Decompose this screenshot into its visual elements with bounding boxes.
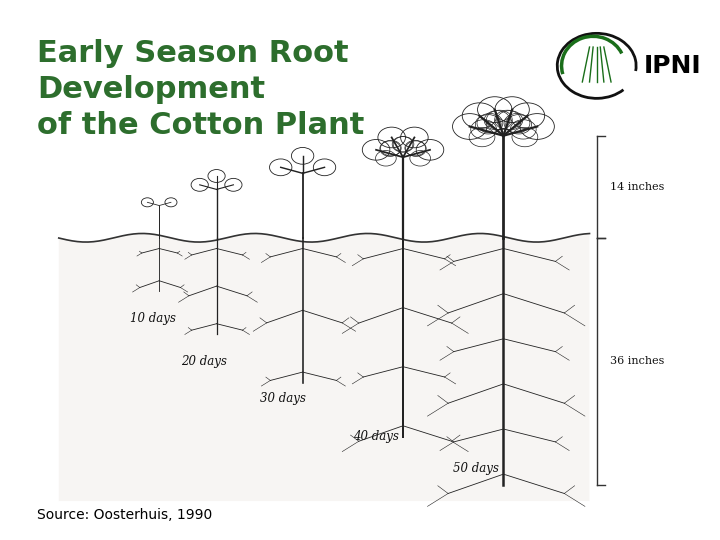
Text: Source: Oosterhuis, 1990: Source: Oosterhuis, 1990 [37,509,212,523]
Text: 14 inches: 14 inches [610,182,664,192]
Text: 20 days: 20 days [181,355,227,368]
Text: 50 days: 50 days [453,462,499,475]
Text: 10 days: 10 days [130,312,176,325]
Polygon shape [59,233,590,501]
Text: Early Season Root
Development
of the Cotton Plant: Early Season Root Development of the Cot… [37,39,364,140]
Text: 36 inches: 36 inches [610,356,664,366]
Text: 40 days: 40 days [353,430,399,443]
Text: 30 days: 30 days [260,393,305,406]
Text: IPNI: IPNI [643,54,701,78]
